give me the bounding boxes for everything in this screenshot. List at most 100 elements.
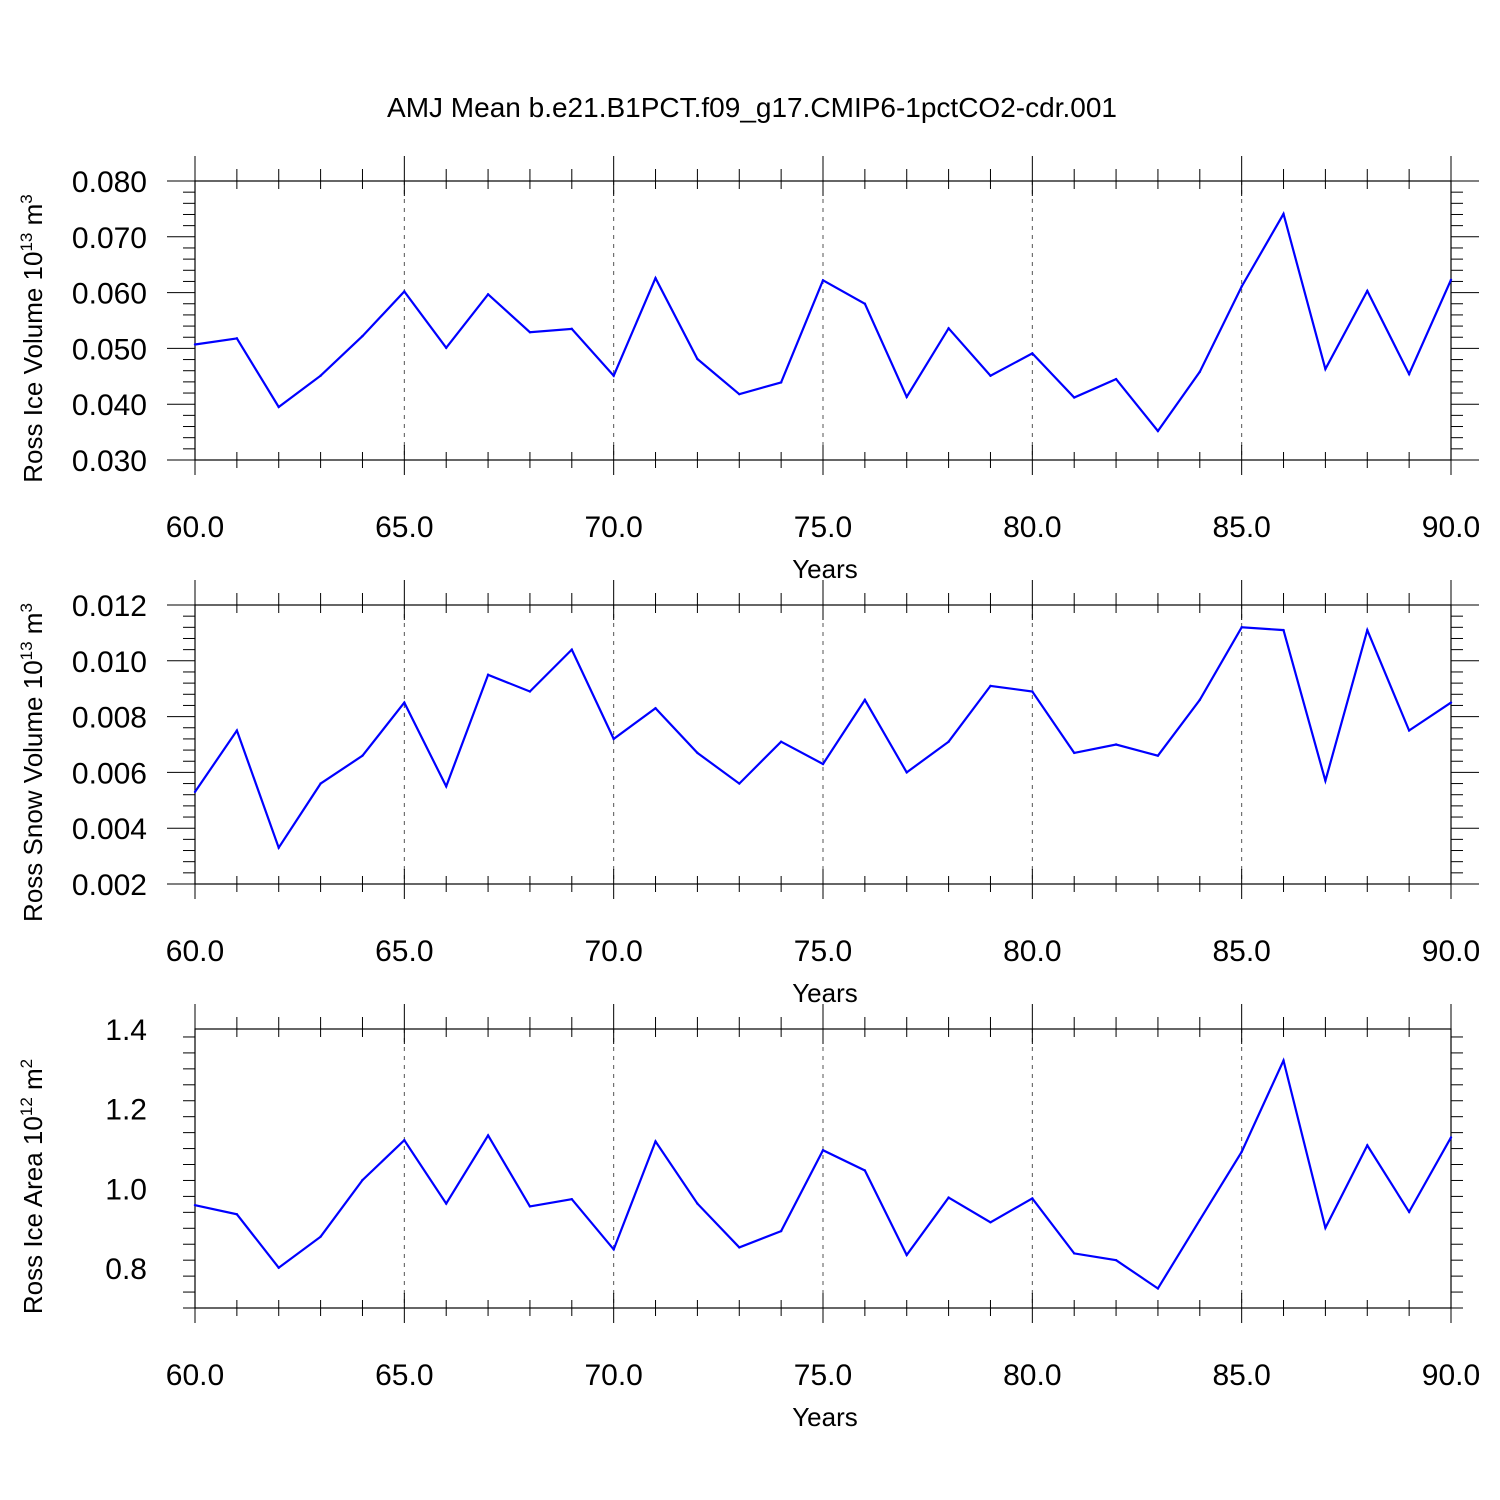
data-point <box>319 1235 322 1238</box>
y-tick-label: 0.010 <box>72 646 147 679</box>
data-point <box>905 771 908 774</box>
data-point <box>821 762 825 766</box>
data-point <box>863 1169 867 1172</box>
data-point <box>1073 751 1076 755</box>
data-point <box>779 1229 783 1233</box>
data-point <box>821 279 825 282</box>
y-tick-label: 1.4 <box>105 1014 147 1047</box>
data-point <box>654 276 657 280</box>
data-point <box>696 751 699 755</box>
data-point <box>319 782 322 785</box>
data-point <box>696 1202 699 1205</box>
data-point <box>361 754 364 757</box>
y-axis-label: Ross Ice Volume 1013 m3 <box>17 194 48 483</box>
data-point <box>277 846 280 849</box>
data-point <box>1073 396 1076 399</box>
data-point <box>947 327 950 330</box>
x-tick-label: 85.0 <box>1212 935 1270 968</box>
data-point <box>1240 1150 1243 1153</box>
data-point <box>486 293 490 296</box>
data-point <box>1156 429 1160 433</box>
x-tick-label: 70.0 <box>584 511 642 544</box>
data-point <box>528 690 532 693</box>
data-point <box>1114 743 1118 746</box>
data-point <box>277 405 280 409</box>
data-point <box>193 343 197 346</box>
data-point <box>193 1203 197 1207</box>
x-tick-label: 60.0 <box>166 1359 224 1392</box>
data-point <box>1324 1226 1327 1230</box>
x-tick-label: 65.0 <box>375 935 433 968</box>
data-point <box>1324 367 1327 371</box>
x-tick-label: 60.0 <box>166 511 224 544</box>
data-point <box>738 392 741 396</box>
data-point <box>779 740 783 743</box>
x-axis-label: Years <box>792 554 858 584</box>
data-point <box>445 785 448 788</box>
y-tick-label: 0.004 <box>72 813 147 846</box>
data-point <box>821 1148 825 1152</box>
data-point <box>738 782 741 785</box>
data-point <box>1198 370 1202 374</box>
chart-title: AMJ Mean b.e21.B1PCT.f09_g17.CMIP6-1pctC… <box>387 92 1117 123</box>
data-point <box>1114 377 1118 381</box>
y-tick-label: 1.0 <box>105 1173 147 1206</box>
y-tick-label: 0.030 <box>72 445 147 478</box>
data-point <box>1156 1287 1160 1290</box>
data-point <box>361 1178 364 1182</box>
data-point <box>905 1253 908 1257</box>
data-point <box>1366 289 1369 293</box>
data-point <box>947 740 950 743</box>
y-axis-label: Ross Ice Area 1012 m2 <box>17 1059 48 1314</box>
x-tick-label: 85.0 <box>1212 511 1270 544</box>
data-point <box>779 381 783 384</box>
data-point <box>1031 352 1034 355</box>
y-tick-label: 0.002 <box>72 869 147 902</box>
data-point <box>486 1134 490 1137</box>
x-tick-label: 75.0 <box>794 935 852 968</box>
data-point <box>445 346 448 350</box>
x-axis-label: Years <box>792 1402 858 1432</box>
data-point <box>989 1221 992 1224</box>
x-tick-label: 80.0 <box>1003 1359 1061 1392</box>
x-tick-label: 65.0 <box>375 511 433 544</box>
x-axis-label: Years <box>792 978 858 1008</box>
data-point <box>486 673 490 676</box>
data-point <box>1407 729 1411 732</box>
y-tick-label: 1.2 <box>105 1094 147 1127</box>
data-point <box>989 684 992 688</box>
data-point <box>1156 754 1160 757</box>
data-point <box>1407 372 1411 376</box>
y-tick-label: 0.070 <box>72 222 147 255</box>
data-point <box>1198 698 1202 702</box>
y-tick-label: 0.080 <box>72 166 147 199</box>
data-point <box>277 1266 280 1269</box>
y-tick-label: 0.008 <box>72 702 147 735</box>
data-point <box>319 374 322 377</box>
x-tick-label: 65.0 <box>375 1359 433 1392</box>
data-point <box>235 1213 239 1216</box>
data-point <box>403 1139 406 1142</box>
x-tick-label: 90.0 <box>1422 511 1480 544</box>
x-tick-label: 80.0 <box>1003 511 1061 544</box>
data-point <box>1282 1059 1285 1062</box>
x-tick-label: 90.0 <box>1422 935 1480 968</box>
data-point <box>1407 1210 1411 1214</box>
x-tick-label: 75.0 <box>794 1359 852 1392</box>
data-point <box>696 357 699 361</box>
data-point <box>1324 779 1327 782</box>
data-point <box>905 395 908 399</box>
y-tick-label: 0.050 <box>72 333 147 366</box>
y-tick-label: 0.060 <box>72 278 147 311</box>
data-point <box>570 1197 573 1201</box>
y-tick-label: 0.012 <box>72 590 147 623</box>
data-point <box>863 698 867 702</box>
data-point <box>654 707 657 710</box>
data-point <box>947 1196 950 1199</box>
data-point <box>193 790 197 794</box>
data-point <box>445 1202 448 1205</box>
data-point <box>612 1248 615 1251</box>
x-tick-label: 90.0 <box>1422 1359 1480 1392</box>
data-point <box>1282 628 1285 632</box>
